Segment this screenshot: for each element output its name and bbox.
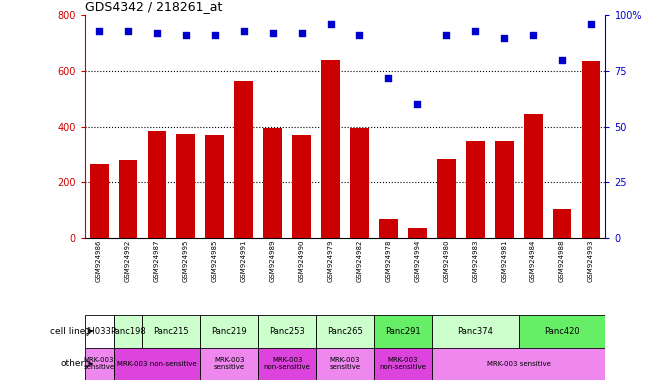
Bar [553, 209, 572, 238]
Bar [374, 315, 432, 348]
Bar [201, 348, 258, 380]
Point [528, 32, 538, 38]
Text: Panc374: Panc374 [457, 327, 493, 336]
Point [268, 30, 278, 36]
Bar [519, 315, 605, 348]
Bar [263, 128, 282, 238]
Bar [118, 160, 137, 238]
Text: other: other [61, 359, 85, 368]
Text: JH033: JH033 [87, 327, 111, 336]
Bar [201, 315, 258, 348]
Bar [581, 61, 600, 238]
Point [412, 101, 422, 108]
Bar [350, 128, 369, 238]
Bar [495, 141, 514, 238]
Bar [113, 315, 143, 348]
Text: Panc291: Panc291 [385, 327, 421, 336]
Text: GDS4342 / 218261_at: GDS4342 / 218261_at [85, 0, 222, 13]
Point [557, 57, 567, 63]
Bar [176, 134, 195, 238]
Bar [321, 60, 340, 238]
Bar [85, 315, 113, 348]
Bar [143, 315, 201, 348]
Text: MRK-003 sensitive: MRK-003 sensitive [487, 361, 551, 367]
Point [326, 21, 336, 27]
Point [181, 32, 191, 38]
Bar [316, 315, 374, 348]
Bar [90, 164, 109, 238]
Point [296, 30, 307, 36]
Bar [113, 348, 201, 380]
Point [441, 32, 452, 38]
Point [94, 28, 104, 34]
Bar [234, 81, 253, 238]
Point [123, 28, 133, 34]
Bar [408, 228, 427, 238]
Bar [292, 135, 311, 238]
Text: Panc198: Panc198 [110, 327, 146, 336]
Point [210, 32, 220, 38]
Text: Panc420: Panc420 [544, 327, 580, 336]
Text: Panc215: Panc215 [154, 327, 189, 336]
Bar [85, 348, 113, 380]
Text: MRK-003 non-sensitive: MRK-003 non-sensitive [117, 361, 197, 367]
Point [470, 28, 480, 34]
Bar [374, 348, 432, 380]
Bar [206, 135, 224, 238]
Text: MRK-003
non-sensitive: MRK-003 non-sensitive [264, 358, 311, 370]
Point [152, 30, 162, 36]
Bar [432, 348, 605, 380]
Text: MRK-003
sensitive: MRK-003 sensitive [214, 358, 245, 370]
Bar [258, 315, 316, 348]
Point [238, 28, 249, 34]
Text: cell line: cell line [50, 327, 85, 336]
Bar [432, 315, 519, 348]
Text: Panc219: Panc219 [212, 327, 247, 336]
Bar [523, 114, 542, 238]
Bar [258, 348, 316, 380]
Bar [466, 141, 484, 238]
Text: MRK-003
non-sensitive: MRK-003 non-sensitive [380, 358, 426, 370]
Point [586, 21, 596, 27]
Text: MRK-003
sensitive: MRK-003 sensitive [83, 358, 115, 370]
Text: Panc265: Panc265 [327, 327, 363, 336]
Bar [316, 348, 374, 380]
Point [499, 35, 509, 41]
Bar [437, 159, 456, 238]
Point [383, 74, 394, 81]
Text: MRK-003
sensitive: MRK-003 sensitive [329, 358, 361, 370]
Point [354, 32, 365, 38]
Bar [379, 218, 398, 238]
Bar [148, 131, 167, 238]
Text: Panc253: Panc253 [270, 327, 305, 336]
